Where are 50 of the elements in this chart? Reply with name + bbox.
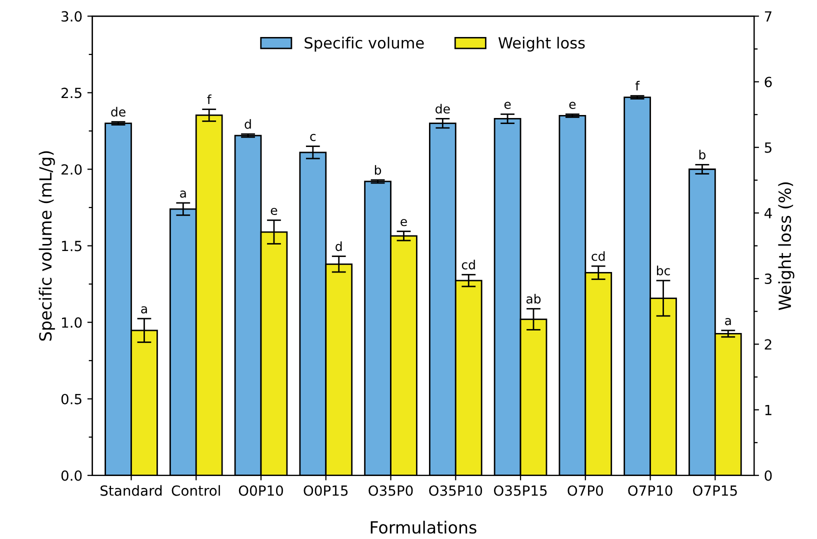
- data-label: e: [569, 102, 576, 109]
- x-tick-label: O7P0: [568, 485, 603, 496]
- x-tick-label: O7P10: [628, 485, 672, 496]
- data-label: f: [635, 80, 640, 90]
- x-tick-label: Standard: [100, 485, 162, 496]
- data-label: c: [310, 134, 316, 142]
- data-label: a: [725, 318, 731, 326]
- y2-tick-label: 7: [764, 11, 772, 22]
- y-tick-label: 0.5: [61, 394, 82, 404]
- y2-axis-title: Weight loss (%): [778, 182, 794, 310]
- data-label: e: [400, 218, 407, 226]
- y2-tick-label: 2: [764, 339, 772, 350]
- data-label: d: [244, 119, 251, 129]
- data-label: d: [336, 241, 342, 252]
- data-label: ab: [526, 294, 541, 304]
- y2-tick-label: 1: [765, 404, 772, 416]
- data-label: e: [270, 208, 278, 215]
- data-label: a: [180, 190, 186, 198]
- y-tick-label: 2.0: [62, 164, 82, 175]
- legend-label: Specific volume: [304, 36, 424, 52]
- y-axis-title: Specific volume (mL/g): [38, 151, 55, 341]
- x-tick-label: O35P15: [494, 485, 547, 496]
- y2-tick-label: 6: [764, 76, 772, 88]
- data-label: bc: [656, 266, 670, 276]
- x-tick-label: O7P15: [693, 485, 737, 496]
- data-label: cd: [462, 260, 475, 270]
- x-tick-label: O0P10: [238, 485, 283, 496]
- y-tick-label: 2.5: [62, 88, 82, 98]
- y-tick-label: 3.0: [62, 11, 82, 22]
- x-tick-label: O35P0: [368, 485, 413, 496]
- y2-tick-label: 0: [764, 470, 772, 481]
- data-label: cd: [592, 251, 605, 261]
- x-axis-title: Formulations: [370, 520, 476, 534]
- data-label: de: [436, 104, 450, 114]
- y-tick-label: 1.0: [62, 317, 82, 328]
- data-label: a: [141, 306, 147, 314]
- x-tick-label: O0P15: [304, 485, 348, 496]
- data-label: b: [699, 150, 706, 160]
- y-tick-label: 1.5: [62, 240, 82, 252]
- data-label: f: [207, 94, 212, 104]
- y2-tick-label: 5: [764, 142, 772, 153]
- data-label: e: [504, 102, 511, 109]
- data-label: de: [111, 106, 126, 117]
- data-label: b: [374, 165, 382, 175]
- x-tick-label: Control: [172, 485, 220, 496]
- y-tick-label: 0.0: [61, 470, 82, 481]
- legend-label: Weight loss: [498, 36, 585, 52]
- y2-tick-label: 4: [764, 208, 772, 218]
- x-tick-label: O35P10: [429, 485, 482, 496]
- y2-tick-label: 3: [764, 274, 772, 284]
